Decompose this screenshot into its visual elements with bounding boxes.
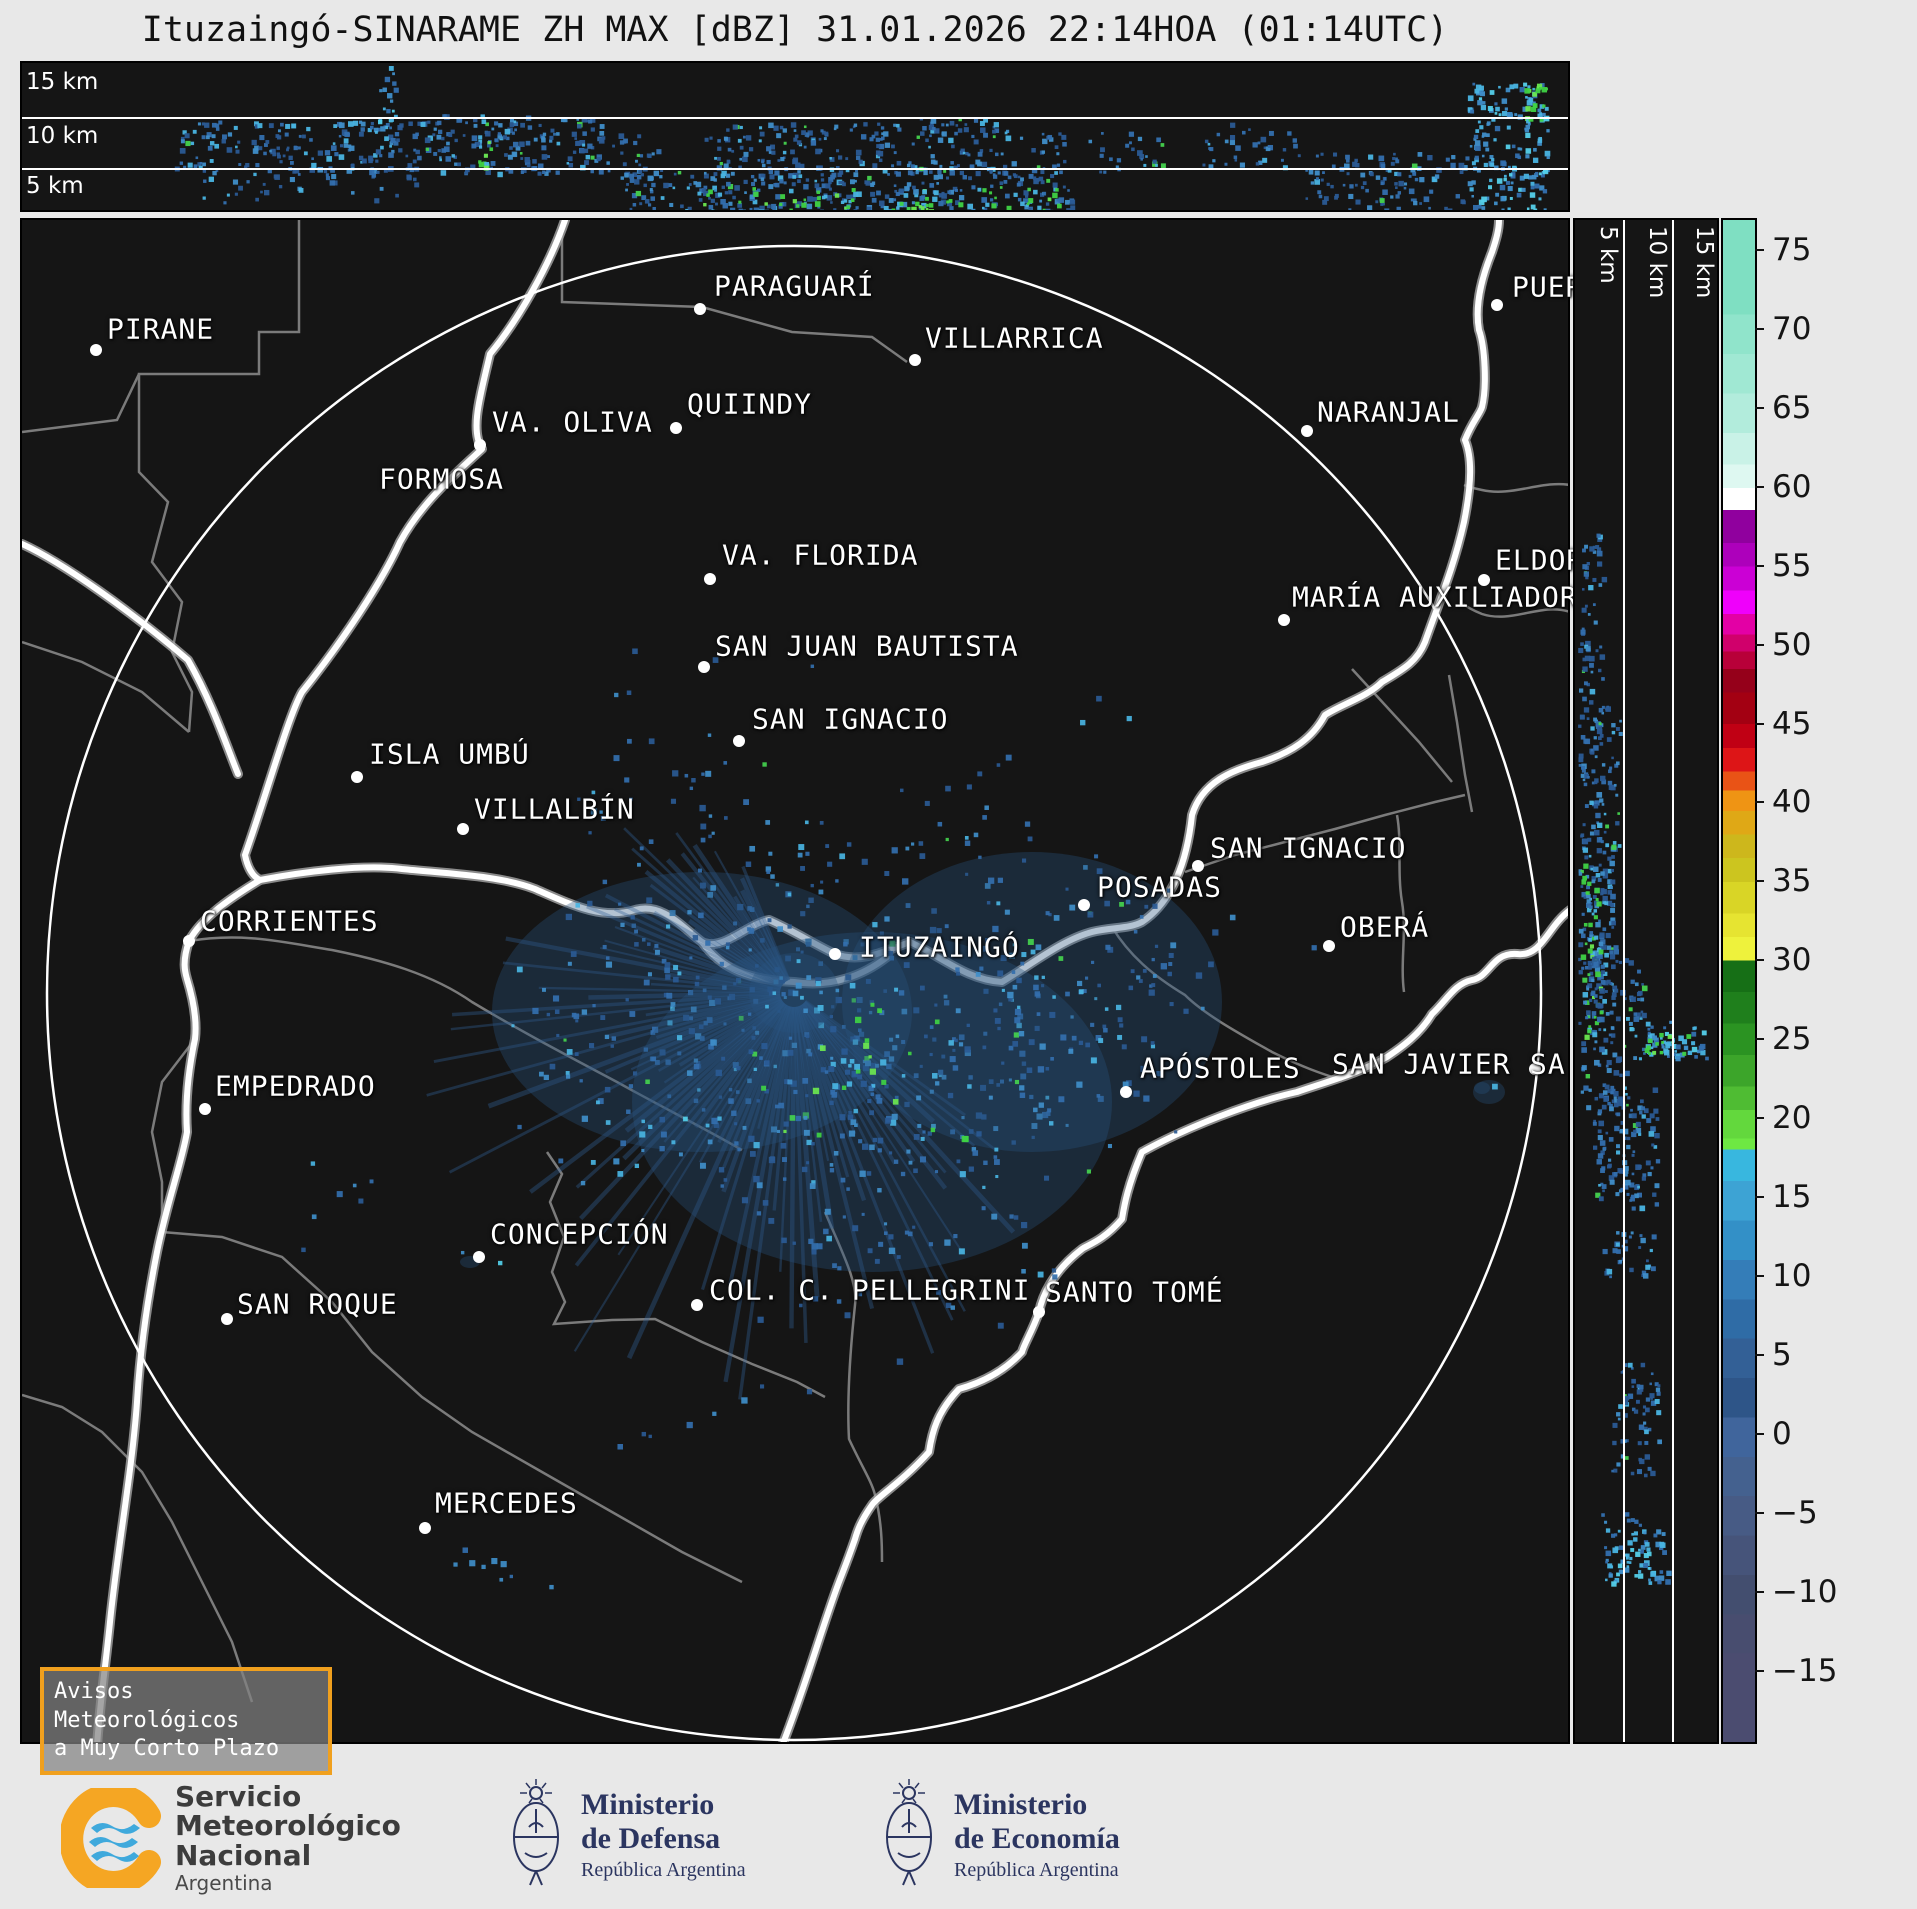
colorbar-tick-mark (1755, 1196, 1764, 1199)
colorbar-tick-label: −15 (1772, 1653, 1838, 1690)
colorbar-tick-label: 15 (1772, 1179, 1812, 1216)
defensa-line-1: Ministerio (581, 1787, 715, 1821)
radar-map-panel: PIRANE PARAGUARÍ PUERTO VILLARRICA QUIINDY VA… (20, 218, 1637, 1775)
economia-line-1: Ministerio (954, 1787, 1088, 1821)
colorbar-tick-label: 65 (1772, 389, 1812, 426)
top-panel-label-10km: 10 km (26, 123, 99, 149)
colorbar-tick-mark (1755, 1433, 1764, 1436)
defensa-sub: República Argentina (581, 1859, 746, 1882)
warning-line-2: a Muy Corto Plazo (54, 1736, 280, 1762)
economia-line-2: de Economía (954, 1821, 1120, 1855)
coat-of-arms-icon (886, 1779, 932, 1886)
smn-sub: Argentina (175, 1871, 273, 1896)
radar-beam-spokes (426, 827, 1016, 1400)
smn-line-3: Nacional (175, 1838, 312, 1872)
colorbar-tick-label: 40 (1772, 784, 1812, 821)
colorbar-tick-mark (1755, 1512, 1764, 1515)
colorbar-tick-mark (1755, 1354, 1764, 1357)
economia-text: Ministerio de Economía República Argenti… (954, 1788, 1120, 1882)
colorbar-tick-mark (1755, 327, 1764, 330)
defensa-text: Ministerio de Defensa República Argentin… (581, 1788, 746, 1882)
right-panel-label-10km: 10 km (1644, 226, 1670, 299)
colorbar-tick-mark (1755, 1117, 1764, 1120)
top-panel-5km-gridline (22, 168, 1568, 170)
colorbar-tick-label: 55 (1772, 547, 1812, 584)
right-panel-10km-gridline (1672, 220, 1674, 1742)
page-title: Ituzaingó-SINARAME ZH MAX [dBZ] 31.01.20… (141, 10, 1449, 50)
right-cross-section-panel: 5 km 10 km 15 km (1573, 218, 1719, 1744)
colorbar-tick-label: 25 (1772, 1021, 1812, 1058)
right-panel-label-5km: 5 km (1595, 226, 1621, 284)
smn-line-2: Meteorológico (175, 1809, 401, 1843)
colorbar-tick-label: 35 (1772, 863, 1812, 900)
colorbar-tick-label: 70 (1772, 310, 1812, 347)
colorbar-tick-label: 10 (1772, 1258, 1812, 1295)
top-panel-label-15km: 15 km (26, 69, 99, 95)
smn-text: Servicio Meteorológico Nacional Argentin… (175, 1782, 401, 1894)
colorbar-tick-label: 20 (1772, 1100, 1812, 1137)
colorbar-tick-mark (1755, 485, 1764, 488)
top-panel-label-5km: 5 km (26, 173, 84, 199)
defensa-line-2: de Defensa (581, 1821, 721, 1855)
colorbar-tick-mark (1755, 1038, 1764, 1041)
colorbar (1721, 218, 1757, 1744)
admin-borders (22, 220, 1568, 1703)
colorbar-tick-label: 75 (1772, 231, 1812, 268)
colorbar-tick-mark (1755, 248, 1764, 251)
smn-logo-icon (61, 1788, 161, 1889)
colorbar-tick-label: 0 (1772, 1416, 1792, 1453)
colorbar-tick-mark (1755, 406, 1764, 409)
warning-box[interactable]: Avisos Meteorológicos a Muy Corto Plazo (40, 1667, 332, 1775)
top-cross-section-panel: 15 km 10 km 5 km (20, 61, 1570, 212)
defensa-logo-group[interactable]: Ministerio de Defensa República Argentin… (505, 1775, 746, 1895)
economia-sub: República Argentina (954, 1859, 1119, 1882)
colorbar-tick-mark (1755, 1670, 1764, 1673)
radar-map-layers (22, 220, 1568, 1742)
colorbar-tick-mark (1755, 801, 1764, 804)
colorbar-tick-mark (1755, 643, 1764, 646)
colorbar-tick-label: 50 (1772, 626, 1812, 663)
right-panel-label-15km: 15 km (1691, 226, 1717, 299)
smn-logo-group[interactable]: Servicio Meteorológico Nacional Argentin… (61, 1782, 401, 1894)
colorbar-tick-label: −5 (1772, 1495, 1818, 1532)
coat-of-arms-icon (513, 1779, 559, 1886)
colorbar-tick-mark (1755, 959, 1764, 962)
smn-line-1: Servicio (175, 1780, 302, 1813)
right-cross-section-echoes (1578, 533, 1709, 1587)
colorbar-tick-mark (1755, 564, 1764, 567)
colorbar-tick-label: 60 (1772, 468, 1812, 505)
colorbar-tick-label: −10 (1772, 1574, 1838, 1611)
rivers (22, 220, 1568, 1742)
colorbar-tick-mark (1755, 722, 1764, 725)
top-cross-section-echoes (174, 66, 1551, 210)
colorbar-tick-mark (1755, 1275, 1764, 1278)
top-panel-10km-gridline (22, 117, 1568, 119)
radar-echoes (301, 648, 1505, 1590)
radar-range-circle (45, 244, 1543, 1742)
colorbar-tick-label: 30 (1772, 942, 1812, 979)
colorbar-tick-label: 45 (1772, 705, 1812, 742)
colorbar-tick-mark (1755, 880, 1764, 883)
colorbar-tick-label: 5 (1772, 1337, 1792, 1374)
right-panel-5km-gridline (1623, 220, 1625, 1742)
warning-line-1: Avisos Meteorológicos (54, 1679, 240, 1733)
economia-logo-group[interactable]: Ministerio de Economía República Argenti… (878, 1775, 1120, 1895)
colorbar-tick-mark (1755, 1591, 1764, 1594)
